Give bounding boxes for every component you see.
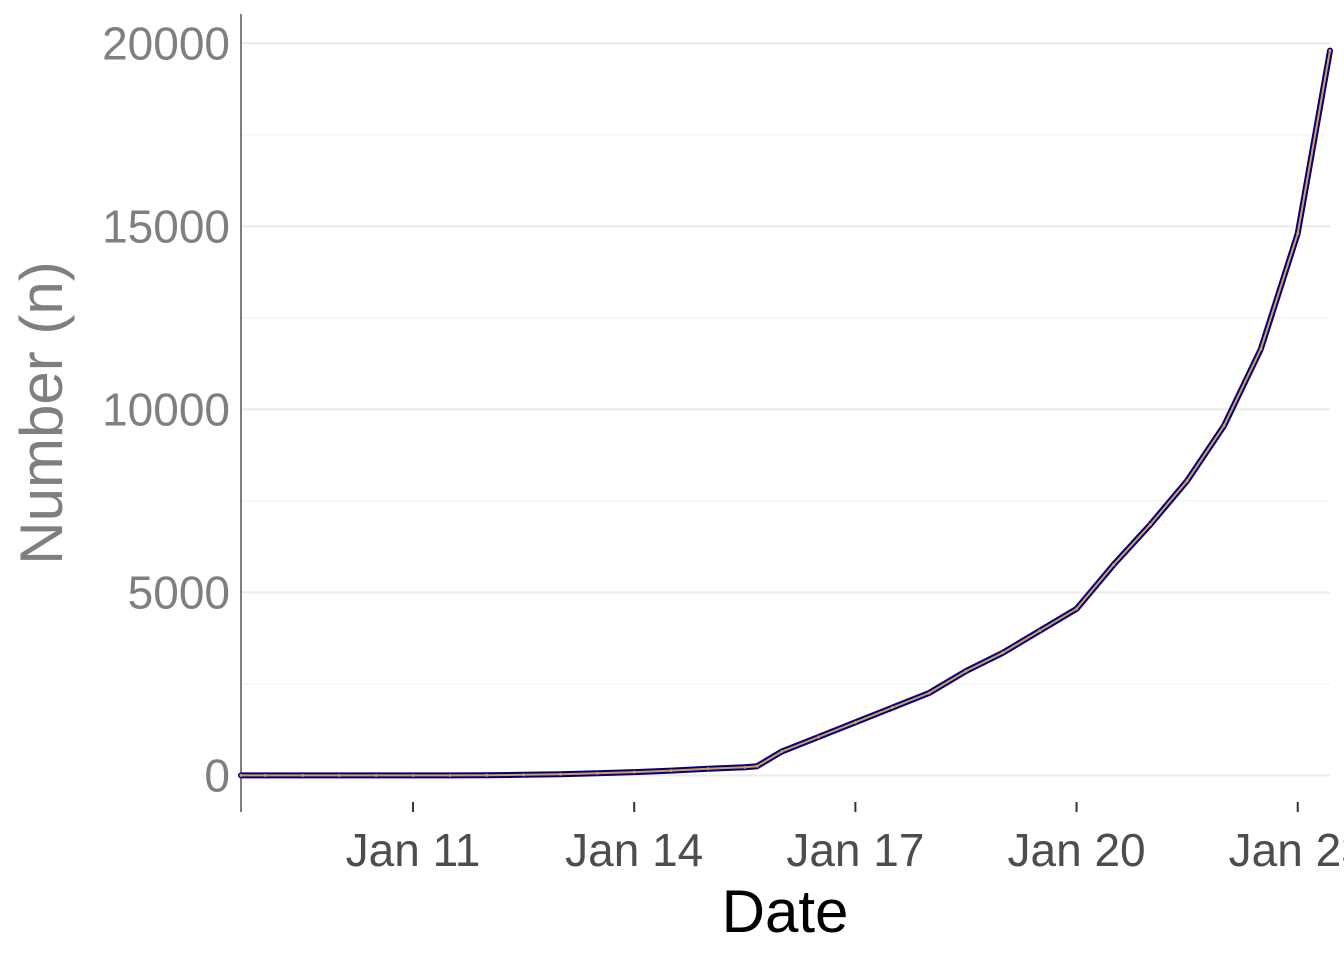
data-point <box>817 735 821 739</box>
data-point <box>1001 651 1005 655</box>
y-tick-label: 10000 <box>102 383 230 435</box>
x-tick-label: Jan 11 <box>346 824 481 876</box>
data-point <box>1038 629 1042 633</box>
data-point <box>755 764 759 768</box>
data-point <box>1259 347 1263 351</box>
data-point <box>1111 563 1115 567</box>
data-point <box>1148 523 1152 527</box>
data-point <box>1296 232 1300 236</box>
data-point <box>558 772 562 776</box>
data-point <box>522 773 526 777</box>
x-tick-label: Jan 20 <box>1008 824 1146 876</box>
data-point <box>595 771 599 775</box>
data-point <box>780 750 784 754</box>
series-line-outline <box>238 47 1333 779</box>
data-point <box>964 669 968 673</box>
data-point <box>1185 479 1189 483</box>
data-point <box>337 773 341 777</box>
y-axis-title: Number (n) <box>8 261 75 564</box>
x-tick-label: Jan 17 <box>786 824 924 876</box>
data-point <box>743 765 747 769</box>
data-point <box>632 770 636 774</box>
data-point <box>300 773 304 777</box>
data-point <box>890 706 894 710</box>
x-axis-title: Date <box>722 878 849 945</box>
series-layer <box>238 47 1333 779</box>
y-tick-label: 15000 <box>102 200 230 252</box>
data-point <box>374 773 378 777</box>
data-point <box>1222 424 1226 428</box>
data-point <box>1328 49 1332 53</box>
y-tick-label: 20000 <box>102 17 230 69</box>
data-point <box>264 773 268 777</box>
data-point <box>239 773 243 777</box>
data-point <box>448 773 452 777</box>
y-axis: 0 5000 10000 15000 20000 <box>102 14 242 812</box>
x-tick-label: Jan 14 <box>565 824 703 876</box>
x-axis: Jan 11 Jan 14 Jan 17 Jan 20 Jan 23 <box>346 802 1344 876</box>
data-point <box>411 773 415 777</box>
y-tick-label: 5000 <box>128 566 230 618</box>
grid-lines <box>241 42 1330 777</box>
data-point <box>485 773 489 777</box>
data-point <box>669 769 673 773</box>
data-point <box>1075 607 1079 611</box>
data-point <box>706 767 710 771</box>
data-point <box>853 720 857 724</box>
series-line <box>240 49 1331 777</box>
x-tick-label: Jan 23 <box>1229 824 1344 876</box>
y-tick-label: 0 <box>204 749 230 801</box>
data-point <box>927 691 931 695</box>
